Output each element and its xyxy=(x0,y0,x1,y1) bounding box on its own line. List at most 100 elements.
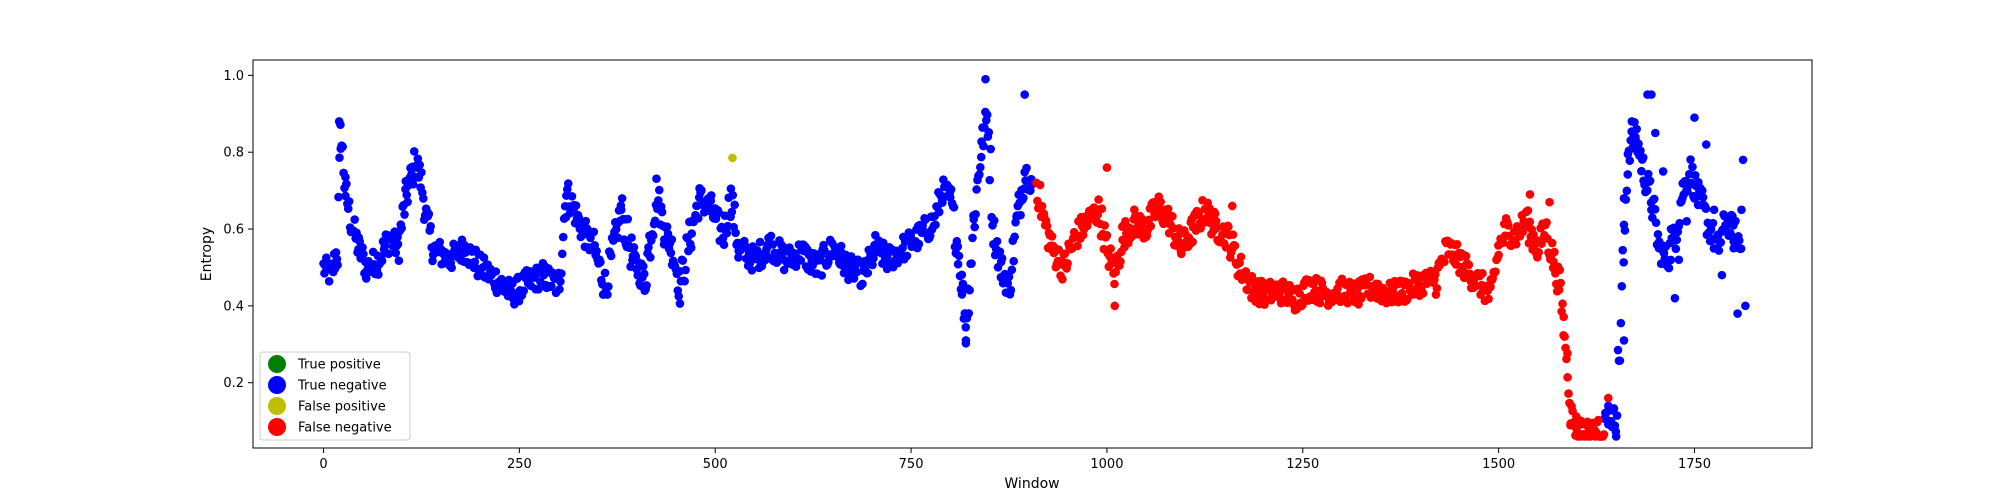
data-point xyxy=(971,209,980,219)
data-point xyxy=(1102,163,1112,172)
data-point xyxy=(954,251,964,261)
data-point xyxy=(1709,205,1719,215)
data-point xyxy=(428,256,437,266)
data-point xyxy=(1563,373,1572,382)
data-point xyxy=(1717,270,1727,280)
data-point xyxy=(408,179,418,189)
data-point xyxy=(1504,221,1513,230)
data-point xyxy=(571,201,581,210)
legend-label: False positive xyxy=(298,400,386,415)
data-point xyxy=(426,221,435,231)
data-point xyxy=(1638,153,1648,162)
data-point xyxy=(1146,221,1156,231)
data-point xyxy=(384,249,393,259)
data-point xyxy=(447,263,456,273)
data-point xyxy=(1431,269,1440,279)
data-point xyxy=(1484,294,1493,304)
data-point xyxy=(979,141,988,151)
data-point xyxy=(1525,190,1535,199)
data-point xyxy=(1550,247,1559,257)
data-point xyxy=(397,223,406,233)
data-point xyxy=(997,254,1007,263)
data-point xyxy=(1559,312,1568,322)
data-point xyxy=(358,243,367,252)
data-point xyxy=(1060,249,1070,259)
data-point xyxy=(1020,90,1029,99)
data-point xyxy=(563,179,573,188)
data-point xyxy=(1058,275,1067,284)
data-point xyxy=(1563,349,1572,358)
data-point xyxy=(728,190,738,200)
data-point xyxy=(417,168,426,177)
data-point xyxy=(1499,238,1508,248)
data-point xyxy=(1397,288,1407,298)
data-point xyxy=(1558,299,1567,309)
data-point xyxy=(419,194,428,203)
data-point xyxy=(674,291,684,301)
data-point xyxy=(1649,194,1659,204)
data-point xyxy=(1645,176,1655,186)
data-point xyxy=(1006,285,1016,295)
data-point xyxy=(1353,284,1362,293)
data-point xyxy=(1604,393,1613,403)
y-tick-label: 0.4 xyxy=(223,299,244,314)
y-tick-label: 0.6 xyxy=(223,223,244,238)
data-point xyxy=(1647,90,1656,99)
data-point xyxy=(1343,298,1352,308)
data-point xyxy=(1452,240,1462,249)
data-point xyxy=(1701,204,1711,214)
data-point xyxy=(1357,293,1366,303)
data-point xyxy=(1365,272,1375,282)
data-point xyxy=(1418,289,1428,298)
data-point xyxy=(728,153,737,163)
data-point xyxy=(666,248,676,258)
data-point xyxy=(1625,156,1635,165)
data-point xyxy=(592,246,601,256)
data-point xyxy=(1688,162,1697,172)
legend-label: True negative xyxy=(297,379,387,394)
data-point xyxy=(1111,267,1120,277)
data-point xyxy=(1664,263,1674,273)
x-tick-label: 1750 xyxy=(1678,457,1711,472)
data-point xyxy=(953,242,963,251)
data-point xyxy=(470,257,480,267)
data-point xyxy=(687,229,697,238)
data-point xyxy=(1737,205,1746,215)
data-point xyxy=(350,215,359,224)
data-point xyxy=(1102,231,1112,240)
y-axis-label: Entropy xyxy=(199,227,215,281)
data-point xyxy=(1211,216,1221,226)
data-point xyxy=(1063,259,1072,268)
data-point xyxy=(1228,230,1238,239)
data-point xyxy=(1599,430,1609,439)
data-point xyxy=(953,259,963,269)
data-point xyxy=(768,240,778,249)
data-point xyxy=(341,172,350,182)
data-point xyxy=(567,192,577,201)
data-point xyxy=(796,256,806,265)
data-point xyxy=(1554,285,1564,295)
data-point xyxy=(558,232,568,242)
data-point xyxy=(1604,401,1613,411)
data-point xyxy=(1110,279,1119,289)
data-point xyxy=(1224,222,1233,232)
data-point xyxy=(1738,155,1748,165)
data-point xyxy=(1701,140,1711,149)
data-point xyxy=(334,192,343,202)
data-point xyxy=(820,246,829,255)
data-point xyxy=(581,216,591,226)
data-point xyxy=(409,147,419,156)
data-point xyxy=(1690,113,1699,122)
data-point xyxy=(1619,336,1629,345)
data-point xyxy=(1236,252,1246,262)
data-point xyxy=(359,249,368,259)
data-point xyxy=(982,110,992,120)
data-point xyxy=(1682,217,1691,226)
data-point xyxy=(1511,239,1521,249)
data-point xyxy=(1210,209,1220,219)
data-point xyxy=(968,233,977,243)
data-point xyxy=(1613,345,1623,355)
data-point xyxy=(374,270,383,279)
data-point xyxy=(992,236,1002,246)
plot-frame xyxy=(252,59,1813,449)
